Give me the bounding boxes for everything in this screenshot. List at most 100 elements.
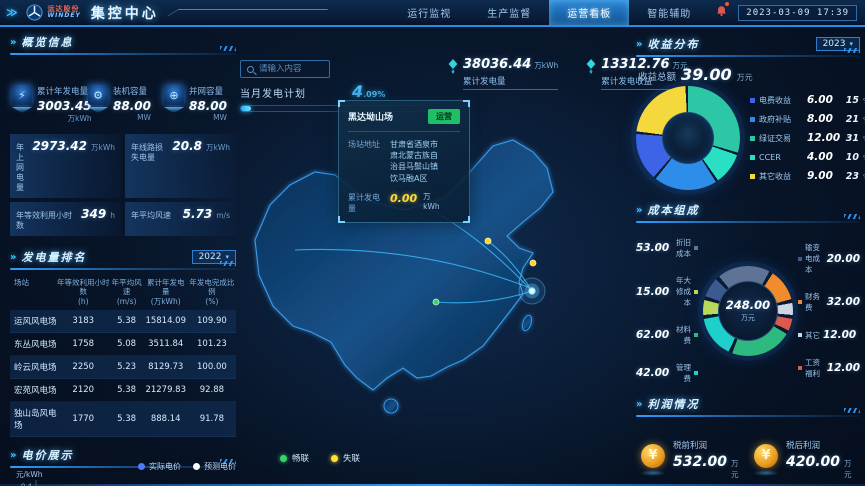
income-total-label: 收益总额 [638,72,677,83]
profit-card-aftertax[interactable]: ¥ 税后利润 420.00 万元 [753,439,856,480]
nav-item-intelligent-assist[interactable]: 智能辅助 [647,9,692,20]
value-cell: 5.38 [117,316,137,327]
cost-item-other: 其它 12.00 [798,329,860,341]
section-arrow-icon: » [636,38,643,50]
svg-text:0.4: 0.4 [21,483,33,486]
nav-item-operations-board[interactable]: 运营看板 [549,0,630,25]
cost-label: 其它 [805,330,820,340]
chevron-down-icon: ▾ [225,253,229,261]
income-legend-item[interactable]: 其它收益 9.00 23% [750,170,865,182]
decor-slashes [844,408,860,413]
nav-item-production-supervision[interactable]: 生产监督 [487,9,532,20]
income-legend-item[interactable]: 电费收益 6.00 15% [750,94,865,106]
coin-shadow [753,469,779,476]
cost-donut-chart[interactable] [703,265,793,356]
legend-item-forecast-price[interactable]: 预测电价 [193,461,236,472]
station-name-cell: 宏苑风电场 [14,386,57,397]
online-station-dot[interactable] [432,298,440,306]
section-arrow-icon: » [10,251,17,263]
cost-labels-left: 53.00 折旧成本 15.00 年大修成本 62.00 材料费 [636,237,698,384]
cost-total: 248.00 万元 [703,266,793,356]
legend-percent: 15 [845,95,859,106]
legend-item-actual-price[interactable]: 实际电价 [138,461,181,472]
stat-label: 累计年发电量 [37,87,89,97]
section-title: 成本组成 [647,204,700,217]
ranking-table: 场站 年等效利用小时数 (h) 年平均风速 (m/s) 累计年发电量 (万kWh) 年发电完成… [10,276,236,437]
metric-value: 20.8 [172,139,202,153]
cost-dot [798,366,802,370]
plan-progress-fill [241,106,251,111]
svg-text:元/kWh: 元/kWh [16,470,43,479]
income-total-value: 39.00 [681,65,732,84]
legend-dot [750,97,755,103]
ranking-section: » 发电量排名 2022 ▾ 场站 年等效利用小时数 (h) 年平均风速 (m/s) 累计… [10,249,236,437]
income-legend-item[interactable]: CCER 4.00 10% [750,151,865,163]
year-value: 2022 [198,252,222,262]
value-cell: 5.38 [117,385,137,396]
income-year-select[interactable]: 2023 ▾ [815,37,860,51]
cost-item-materials: 62.00 材料费 [636,324,698,346]
table-row[interactable]: 独山岛风电场 1770 5.38 888.14 91.78 [10,401,236,437]
cost-total-value: 248.00 [725,298,771,312]
coin-shadow [640,469,666,476]
income-legend-item[interactable]: 政府补贴 8.00 21% [750,113,865,125]
table-row[interactable]: 运风风电场 3183 5.38 15814.09 109.90 [10,310,236,333]
offline-station-dot[interactable] [484,237,492,245]
brand-sub: WINDEY [47,12,81,19]
station-name: 黑达坳山场 [348,113,394,123]
value-cell: 888.14 [150,414,181,425]
station-status-badge[interactable]: 运营 [428,109,460,124]
map-search-box[interactable] [240,60,330,78]
search-input[interactable] [259,64,323,74]
metric-value: 349 [81,207,107,221]
overview-metrics: 年上网电量 2973.42 万kWh 年线路损失电量 20.8 万kWh 年等效… [10,134,236,236]
hainan-island [383,398,399,414]
active-station-dot[interactable] [528,287,536,295]
company-logo[interactable]: 运达股份 WINDEY [25,4,81,21]
kpi-unit: 万元 [672,61,688,70]
metric-label: 年上网电量 [16,143,24,192]
cost-dot [798,256,802,261]
stat-installed-capacity: ⚙ 装机容量 88.00 MW [88,85,160,124]
search-icon [247,65,254,73]
table-row[interactable]: 宏苑风电场 2120 5.38 21279.83 92.88 [10,379,236,402]
ranking-year-select[interactable]: 2022 ▾ [191,250,236,264]
column-header: 场站 [14,278,29,287]
stat-value: 3003.45 [37,99,92,113]
plan-percent-main: 4 [352,82,364,101]
table-row[interactable]: 东丛风电场 1758 5.08 3511.84 101.23 [10,333,236,356]
grid-node-icon: ⊕ [164,85,184,105]
cost-item-wages: 工资福利 12.00 [798,357,860,379]
profit-label: 税后利润 [786,441,821,451]
cost-dot [694,371,698,375]
offline-station-dot[interactable] [529,259,537,267]
cost-dot [694,333,698,337]
yuan-coin-icon: ¥ [641,443,665,468]
station-name-cell: 东丛风电场 [14,340,57,351]
stat-value: 88.00 [189,99,227,113]
value-cell: 2250 [72,362,95,373]
cost-label: 年大修成本 [676,276,691,307]
value-cell: 5.38 [117,414,137,425]
stat-unit: 万kWh [67,114,92,123]
decor-slashes [220,459,236,465]
metric-avg-wind-speed: 年平均风速 5.73 m/s [125,202,236,236]
stat-value: 88.00 [113,99,151,113]
legend-value: 8.00 [807,113,833,125]
turbine-logo-icon [25,4,43,21]
profit-card-pretax[interactable]: ¥ 税前利润 532.00 万元 [640,439,743,480]
notification-bell-button[interactable] [715,2,730,22]
value-cell: 101.23 [197,339,227,350]
legend-percent: 21 [845,114,859,125]
cost-item-management: 42.00 管理费 [636,362,698,384]
nav-item-operation-monitoring[interactable]: 运行监视 [407,9,452,20]
icon-pedestal [12,107,32,113]
center-kpis: 38036.44 万kWh 累计发电量 13312.76 万元 累计发电收益 [448,57,688,90]
cost-item-transmission: 输变电成本 20.00 [798,242,860,275]
table-row[interactable]: 岭云风电场 2250 5.23 8129.73 100.00 [10,355,236,379]
legend-dot [280,454,287,462]
income-donut-chart[interactable] [636,86,740,190]
cost-label: 输变电成本 [805,243,820,274]
income-legend-item[interactable]: 绿证交易 12.00 31% [750,132,865,144]
cost-item-finance: 财务费 32.00 [798,291,860,313]
